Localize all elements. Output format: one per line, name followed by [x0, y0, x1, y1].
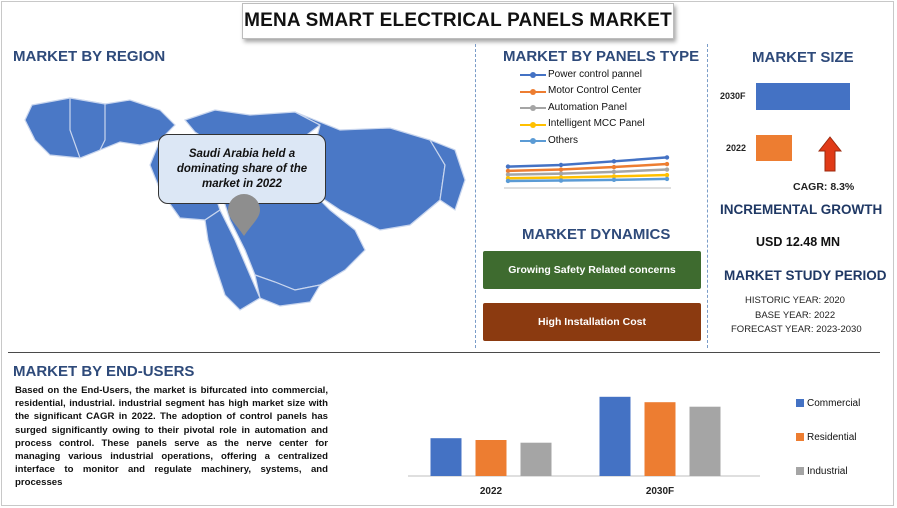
forecast-year: FORECAST YEAR: 2023-2030 — [731, 324, 862, 335]
legend-item-power-control: Power control pannel — [520, 66, 645, 83]
region-callout-text: Saudi Arabia held a dominating share of … — [176, 147, 308, 190]
legend-item-others: Others — [520, 132, 645, 149]
panels-type-heading: MARKET BY PANELS TYPE — [503, 48, 700, 65]
legend-item-commercial: Commercial — [796, 386, 860, 420]
series-point — [505, 168, 511, 174]
series-point — [664, 172, 670, 178]
series-point — [558, 178, 564, 183]
legend-label: Commercial — [807, 397, 861, 409]
series-point — [611, 174, 617, 179]
x-tick-label: 2030F — [646, 486, 674, 497]
region-heading: MARKET BY REGION — [13, 48, 166, 65]
legend-label: Power control pannel — [548, 68, 642, 80]
series-point — [664, 167, 670, 172]
dynamics-heading: MARKET DYNAMICS — [522, 226, 671, 243]
legend-item-residential: Residential — [796, 420, 860, 454]
legend-label: Motor Control Center — [548, 85, 642, 97]
end-users-bar-chart: 2022 2030F — [408, 396, 760, 497]
legend-swatch — [796, 467, 804, 475]
restraint-box: High Installation Cost — [483, 303, 701, 341]
series-line-2 — [507, 162, 668, 173]
market-size-heading: MARKET SIZE — [752, 49, 854, 66]
series-point — [611, 169, 617, 175]
section-separator — [8, 352, 880, 353]
bar-industrial-2022 — [520, 442, 552, 476]
bar-commercial-2022 — [430, 438, 462, 476]
panels-type-legend: Power control pannel Motor Control Cente… — [520, 66, 645, 149]
series-point — [611, 164, 617, 170]
bar-label-2022: 2022 — [726, 143, 747, 153]
series-point — [664, 155, 670, 160]
bar-residential-2030f — [644, 402, 676, 476]
end-users-heading: MARKET BY END-USERS — [13, 363, 195, 380]
divider-left — [475, 44, 476, 348]
legend-label: Residential — [807, 431, 857, 443]
legend-label: Industrial — [807, 465, 848, 477]
legend-item-motor-control: Motor Control Center — [520, 83, 645, 100]
end-users-legend: Commercial Residential Industrial — [796, 386, 860, 488]
legend-label: Others — [548, 134, 579, 146]
legend-item-industrial: Industrial — [796, 454, 860, 488]
series-point — [558, 171, 564, 176]
series-point — [505, 164, 511, 169]
legend-item-automation: Automation Panel — [520, 99, 645, 116]
legend-label: Automation Panel — [548, 101, 627, 113]
region-callout: Saudi Arabia held a dominating share of … — [158, 134, 326, 204]
series-point — [505, 172, 511, 177]
market-size-bar-2030 — [756, 83, 850, 110]
incremental-value: USD 12.48 MN — [756, 235, 841, 249]
historic-year: HISTORIC YEAR: 2020 — [745, 295, 845, 306]
x-tick-label: 2022 — [480, 486, 503, 497]
cagr-text: CAGR: 8.3% — [793, 181, 855, 193]
series-point — [664, 176, 670, 182]
series-line-4 — [507, 173, 668, 180]
series-point — [558, 167, 564, 172]
series-point — [664, 161, 670, 167]
legend-swatch — [796, 399, 804, 407]
panels-type-line-chart — [504, 155, 671, 189]
legend-swatch — [796, 433, 804, 441]
incremental-heading: INCREMENTAL GROWTH — [720, 202, 883, 217]
growth-arrow-icon — [818, 136, 842, 172]
study-period-heading: MARKET STUDY PERIOD — [724, 268, 887, 283]
location-pin-icon — [228, 194, 260, 236]
series-point — [611, 159, 617, 164]
series-line-3 — [507, 168, 668, 176]
bar-residential-2022 — [475, 440, 507, 476]
series-line-5 — [507, 177, 668, 183]
driver-box: Growing Safety Related concerns — [483, 251, 701, 289]
base-year: BASE YEAR: 2022 — [755, 310, 836, 321]
market-size-bar-2022 — [756, 135, 792, 161]
series-line-1 — [507, 156, 668, 168]
series-point — [558, 162, 564, 168]
bar-label-2030: 2030F — [720, 91, 746, 101]
divider-right — [707, 44, 708, 348]
end-users-paragraph: Based on the End-Users, the market is bi… — [15, 385, 328, 489]
series-point — [611, 177, 617, 183]
legend-label: Intelligent MCC Panel — [548, 118, 645, 130]
bar-industrial-2030f — [689, 406, 721, 476]
series-point — [505, 178, 511, 184]
legend-item-intelligent-mcc: Intelligent MCC Panel — [520, 116, 645, 133]
bar-commercial-2030f — [599, 396, 631, 476]
page-title: MENA SMART ELECTRICAL PANELS MARKET — [242, 3, 674, 39]
